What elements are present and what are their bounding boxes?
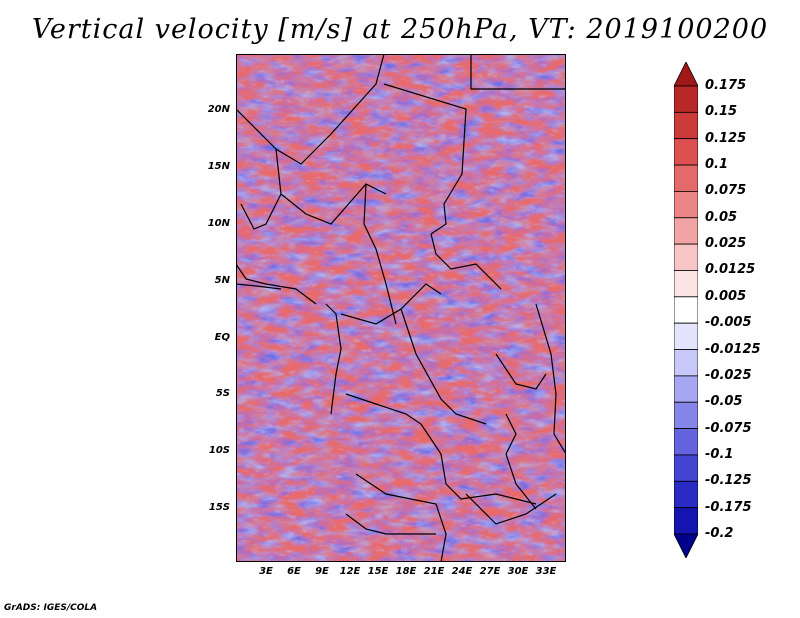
colorbar-level-label: 0.005 xyxy=(705,288,747,304)
colorbar-level-label: 0.125 xyxy=(705,130,747,146)
lat-label-15s: 15S xyxy=(208,502,230,513)
colorbar-level-label: -0.0125 xyxy=(705,341,761,357)
colorbar-bin xyxy=(674,111,698,140)
lat-label-10n: 10N xyxy=(207,218,230,229)
lon-label-15e: 15E xyxy=(367,566,389,577)
colorbar-level-label: -0.125 xyxy=(705,473,752,489)
lat-label-10s: 10S xyxy=(208,445,230,456)
colorbar-level-label: -0.005 xyxy=(705,315,752,331)
lon-label-9e: 9E xyxy=(315,566,329,577)
colorbar-bin xyxy=(674,454,698,482)
colorbar-bin xyxy=(674,243,698,271)
colorbar-level-label: 0.05 xyxy=(705,209,738,225)
colorbar-bin xyxy=(674,62,698,87)
map-frame xyxy=(236,54,566,562)
colorbar-level-label: -0.175 xyxy=(705,499,752,515)
lon-label-27e: 27E xyxy=(479,566,501,577)
lon-label-33e: 33E xyxy=(535,566,557,577)
colorbar-bin xyxy=(674,164,698,192)
colorbar-level-label: 0.025 xyxy=(705,236,747,252)
lon-label-3e: 3E xyxy=(259,566,273,577)
colorbar-bin xyxy=(674,270,698,298)
grads-credit: GrADS: IGES/COLA xyxy=(4,603,98,613)
colorbar-level-label: -0.025 xyxy=(705,367,752,383)
colorbar-level-label: 0.075 xyxy=(705,183,747,199)
colorbar-level-label: -0.2 xyxy=(705,526,734,541)
lon-label-21e: 21E xyxy=(423,566,445,577)
colorbar-bin xyxy=(674,85,698,113)
lon-label-18e: 18E xyxy=(395,566,417,577)
map-panel xyxy=(236,54,566,562)
lon-label-12e: 12E xyxy=(339,566,361,577)
colorbar-level-label: 0.1 xyxy=(705,157,729,173)
lat-label-20n: 20N xyxy=(207,104,230,115)
chart-title: Vertical velocity [m/s] at 250hPa, VT: 2… xyxy=(31,14,769,45)
colorbar-bin xyxy=(674,138,698,166)
colorbar xyxy=(674,62,698,558)
lon-label-24e: 24E xyxy=(451,566,473,577)
colorbar-level-label: -0.05 xyxy=(705,394,743,410)
colorbar-level-label: -0.075 xyxy=(705,420,752,436)
colorbar-bin xyxy=(674,349,698,377)
lat-label-eq: EQ xyxy=(214,332,230,343)
lat-label-5s: 5S xyxy=(215,388,230,399)
lon-label-6e: 6E xyxy=(287,566,301,577)
colorbar-bin xyxy=(674,428,698,456)
colorbar-level-label: 0.175 xyxy=(705,78,747,93)
colorbar-bin xyxy=(674,322,698,350)
colorbar-level-label: 0.15 xyxy=(705,104,738,120)
colorbar-bin xyxy=(674,401,698,429)
lat-label-15n: 15N xyxy=(207,161,230,172)
colorbar-bin xyxy=(674,217,698,245)
colorbar-bin xyxy=(674,375,698,403)
vertical-velocity-detail xyxy=(236,54,566,562)
colorbar-level-label: 0.0125 xyxy=(705,262,756,278)
lat-label-5n: 5N xyxy=(214,275,230,286)
country-borders xyxy=(236,54,566,562)
colorbar-bin xyxy=(674,533,698,558)
colorbar-bin xyxy=(674,507,698,535)
colorbar-bin xyxy=(674,296,698,324)
colorbar-level-label: -0.1 xyxy=(705,446,734,462)
colorbar-bin xyxy=(674,191,698,219)
colorbar-bin xyxy=(674,480,698,509)
lon-label-30e: 30E xyxy=(507,566,529,577)
